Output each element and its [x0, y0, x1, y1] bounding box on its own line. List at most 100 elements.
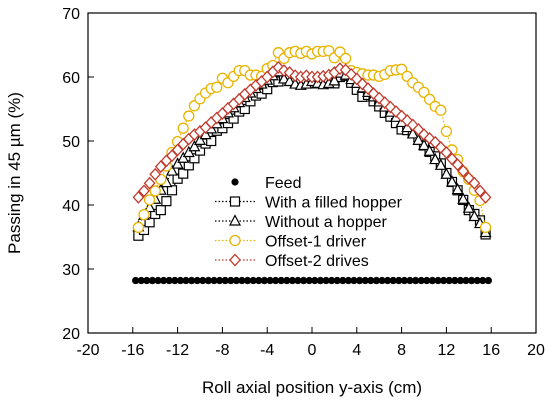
- data-point: [132, 190, 145, 204]
- data-point: [423, 276, 431, 285]
- data-point: [428, 276, 436, 285]
- data-point: [238, 276, 246, 285]
- data-point: [249, 276, 257, 285]
- data-point: [166, 185, 178, 196]
- data-point: [239, 103, 250, 115]
- data-point: [149, 185, 161, 197]
- data-point: [183, 110, 195, 122]
- data-point: [255, 276, 263, 285]
- data-point: [484, 276, 492, 285]
- data-point: [434, 158, 447, 170]
- data-point: [356, 276, 364, 285]
- data-point: [193, 276, 201, 285]
- data-point: [328, 74, 341, 86]
- data-point: [451, 158, 464, 172]
- data-point: [266, 276, 274, 285]
- data-point: [172, 173, 183, 184]
- data-point: [412, 133, 425, 145]
- data-point: [177, 151, 190, 163]
- data-point: [417, 276, 425, 285]
- data-point: [479, 190, 492, 204]
- legend-marker: [229, 214, 241, 226]
- data-point: [188, 276, 196, 285]
- data-point: [328, 276, 336, 285]
- data-point: [182, 276, 190, 285]
- data-point: [244, 276, 252, 285]
- data-point: [177, 122, 189, 134]
- data-point: [294, 276, 302, 285]
- data-point: [457, 192, 470, 204]
- data-point: [132, 276, 140, 285]
- x-tick-label: -16: [121, 342, 144, 359]
- data-point: [227, 276, 235, 285]
- data-point: [479, 221, 492, 234]
- data-point: [178, 168, 189, 179]
- x-tick-label: 12: [438, 342, 456, 359]
- data-series: [132, 45, 492, 285]
- data-point: [277, 276, 285, 285]
- data-point: [154, 276, 162, 285]
- data-point: [384, 276, 392, 285]
- data-point: [423, 144, 436, 156]
- data-point: [339, 52, 352, 65]
- legend-marker: [231, 178, 239, 186]
- data-point: [462, 276, 470, 285]
- x-tick-label: -8: [215, 342, 229, 359]
- data-point: [333, 276, 341, 285]
- data-point: [283, 74, 296, 87]
- y-tick-label: 70: [62, 6, 80, 23]
- data-point: [445, 276, 453, 285]
- data-point: [165, 276, 173, 285]
- legend-entry: Feed: [231, 175, 301, 192]
- data-point: [272, 276, 280, 285]
- data-point: [468, 209, 481, 222]
- data-point: [138, 208, 150, 221]
- data-point: [206, 135, 217, 147]
- data-point: [138, 184, 150, 198]
- data-point: [143, 194, 156, 206]
- data-point: [435, 104, 447, 116]
- y-tick-label: 20: [62, 326, 80, 343]
- legend-label: Offset-2 drives: [265, 253, 369, 270]
- data-point: [418, 138, 430, 151]
- data-point: [462, 201, 475, 213]
- legend-entry: Offset-1 driver: [215, 234, 367, 251]
- data-point: [367, 276, 375, 285]
- data-point: [311, 276, 319, 285]
- data-point: [278, 72, 290, 84]
- legend-label: Feed: [265, 175, 301, 192]
- data-point: [182, 145, 195, 158]
- legend-entry: Without a hopper: [215, 214, 388, 231]
- series-5: [132, 60, 492, 204]
- data-point: [183, 160, 194, 171]
- data-point: [144, 217, 155, 228]
- data-point: [132, 221, 145, 234]
- data-point: [339, 276, 347, 285]
- data-point: [473, 276, 481, 285]
- data-point: [434, 276, 442, 285]
- data-point: [211, 81, 223, 93]
- data-point: [474, 184, 486, 198]
- x-tick-label: -20: [76, 342, 99, 359]
- data-point: [221, 276, 229, 285]
- data-point: [300, 276, 308, 285]
- data-point: [440, 167, 453, 179]
- legend-label: Without a hopper: [265, 214, 388, 231]
- data-point: [389, 276, 397, 285]
- data-point: [350, 276, 358, 285]
- y-tick-label: 30: [62, 262, 80, 279]
- series-1: [132, 276, 492, 285]
- x-tick-label: 8: [397, 342, 406, 359]
- data-point: [456, 276, 464, 285]
- data-point: [189, 153, 200, 164]
- data-point: [288, 276, 296, 285]
- y-tick-label: 40: [62, 198, 80, 215]
- data-point: [479, 276, 487, 285]
- data-point: [451, 182, 464, 195]
- data-point: [440, 146, 453, 159]
- data-point: [176, 276, 184, 285]
- data-point: [228, 113, 239, 124]
- data-point: [171, 157, 184, 169]
- x-axis-title: Roll axial position y-axis (cm): [202, 378, 422, 397]
